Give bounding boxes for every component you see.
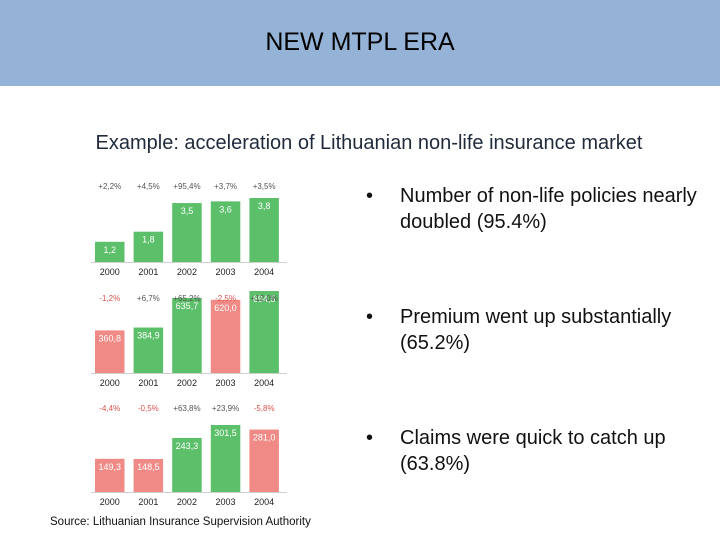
bar-value-label: 281,0: [253, 433, 276, 443]
chart-bar: [172, 297, 202, 373]
growth-rate-label: +4,5%: [137, 182, 160, 191]
year-tick-label: 2000: [100, 267, 120, 277]
bullet-dot-icon: •: [366, 427, 374, 449]
chart-bar: [249, 429, 279, 492]
slide-title: NEW MTPL ERA: [265, 28, 455, 56]
bar-value-label: 620,0: [214, 303, 237, 313]
bar-value-label: 694,5: [253, 294, 276, 304]
chart-bar: [95, 458, 125, 492]
bullet-text: Number of non-life policies nearly doubl…: [400, 185, 697, 233]
chart-bar: [133, 459, 164, 492]
bar-value-label: 148,5: [137, 462, 160, 472]
year-tick-label: 2003: [216, 378, 236, 388]
bar-value-label: 3,6: [219, 204, 232, 214]
source-note: Source: Lithuanian Insurance Supervision…: [50, 516, 311, 528]
bar-value-label: 384,9: [137, 331, 160, 341]
growth-rate-label: -0,5%: [138, 404, 159, 413]
growth-rate-label: +3,5%: [253, 182, 276, 191]
bar-value-label: 149,3: [98, 462, 121, 472]
growth-rate-label: +95,4%: [173, 182, 200, 191]
chart-bar: [210, 425, 241, 492]
chart-bar: [133, 231, 164, 262]
year-tick-label: 2003: [216, 497, 236, 507]
year-tick-label: 2001: [138, 497, 158, 507]
chart-bar: [249, 198, 279, 262]
chart-bar: [172, 437, 202, 492]
growth-rate-label: +2,2%: [98, 182, 121, 191]
chart-bar: [210, 201, 241, 262]
growth-rate-label: -5,8%: [254, 404, 275, 413]
year-tick-label: 2001: [138, 378, 158, 388]
bullet-text: Claims were quick to catch up (63.8%): [400, 427, 666, 475]
bullet-premium: • Premium went up substantially (65.2%): [366, 304, 698, 356]
year-tick-label: 2002: [177, 497, 197, 507]
chart-bar: [95, 241, 125, 262]
bar-value-label: 1,2: [103, 245, 116, 255]
year-tick-label: 2000: [100, 378, 120, 388]
bullet-dot-icon: •: [366, 306, 374, 328]
year-tick-label: 2004: [254, 497, 274, 507]
chart-bar: [172, 203, 202, 262]
bullet-policies: • Number of non-life policies nearly dou…: [366, 183, 698, 235]
growth-rate-label: +23,9%: [212, 404, 239, 413]
bar-value-label: 243,3: [176, 441, 199, 451]
chart-bar: [95, 330, 125, 373]
bar-value-label: 635,7: [176, 301, 199, 311]
year-tick-label: 2003: [216, 267, 236, 277]
bar-value-label: 360,8: [98, 333, 121, 343]
year-tick-label: 2001: [138, 267, 158, 277]
title-bar: NEW MTPL ERA: [0, 0, 720, 86]
year-tick-label: 2002: [177, 378, 197, 388]
bar-value-label: 3,8: [258, 201, 271, 211]
chart-bar: [133, 327, 164, 373]
bar-value-label: 1,8: [142, 235, 155, 245]
year-tick-label: 2004: [254, 267, 274, 277]
growth-rate-label: +12,0%: [250, 294, 277, 303]
chart-bar: [210, 299, 241, 373]
growth-rate-label: -4,4%: [99, 404, 120, 413]
growth-rate-label: +63,8%: [173, 404, 200, 413]
bar-value-label: 301,5: [214, 428, 237, 438]
growth-rate-label: +3,7%: [214, 182, 237, 191]
slide-subtitle: Example: acceleration of Lithuanian non-…: [95, 132, 643, 154]
year-tick-label: 2002: [177, 267, 197, 277]
chart-bar: [249, 291, 279, 373]
growth-rate-label: +6,7%: [137, 294, 160, 303]
bullet-claims: • Claims were quick to catch up (63.8%): [366, 425, 698, 477]
bar-value-label: 3,5: [181, 206, 194, 216]
growth-rate-label: +65,2%: [173, 294, 200, 303]
bullet-dot-icon: •: [366, 185, 374, 207]
year-tick-label: 2004: [254, 378, 274, 388]
bullet-text: Premium went up substantially (65.2%): [400, 306, 672, 354]
growth-rate-label: -1,2%: [99, 294, 120, 303]
year-tick-label: 2000: [100, 497, 120, 507]
growth-rate-label: -2,5%: [215, 294, 236, 303]
